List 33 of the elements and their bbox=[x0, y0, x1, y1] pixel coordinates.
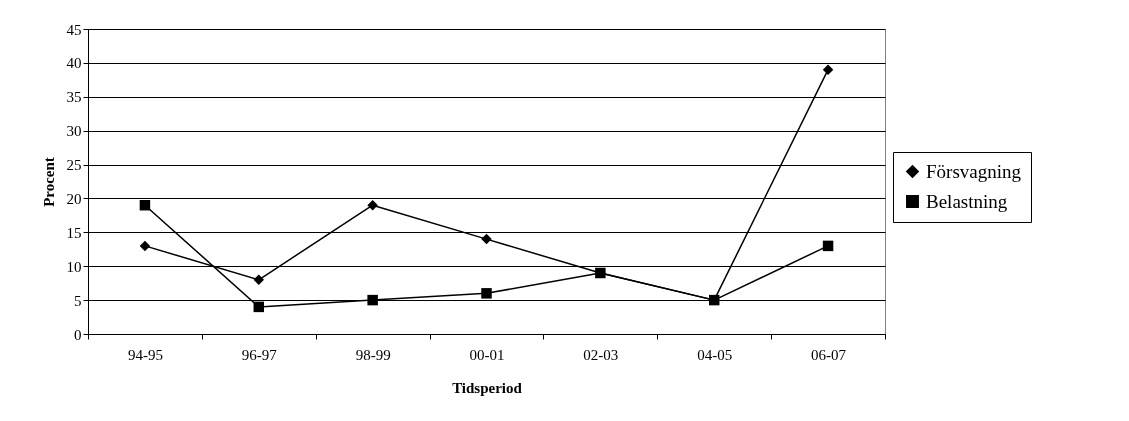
point bbox=[595, 267, 606, 279]
point bbox=[139, 240, 151, 252]
y-tick-label: 35 bbox=[66, 89, 82, 106]
x-tick-label: 96-97 bbox=[241, 346, 278, 363]
x-tick-label: 94-95 bbox=[127, 346, 163, 363]
x-tick-label: 00-01 bbox=[469, 346, 505, 363]
y-tick-label: 20 bbox=[66, 190, 82, 207]
point bbox=[481, 288, 492, 299]
y-tick-label: 45 bbox=[66, 21, 82, 38]
point bbox=[253, 301, 265, 313]
y-axis-title: Procent bbox=[40, 157, 57, 207]
y-tick-label: 15 bbox=[66, 224, 82, 241]
y-tick-label: 40 bbox=[66, 55, 82, 72]
legend-label: Försvagning bbox=[926, 160, 1022, 182]
point bbox=[822, 240, 834, 252]
y-tick-label: 5 bbox=[74, 292, 82, 309]
y-tick-label: 25 bbox=[66, 157, 82, 174]
legend-label: Belastning bbox=[926, 190, 1008, 212]
x-tick-label: 04-05 bbox=[697, 346, 733, 363]
point bbox=[367, 199, 378, 211]
point bbox=[481, 233, 492, 245]
y-tick-label: 10 bbox=[66, 258, 82, 275]
y-tick-label: 0 bbox=[74, 326, 82, 343]
point bbox=[253, 274, 265, 286]
x-axis-title: Tidsperiod bbox=[452, 379, 523, 396]
x-tick-label: 02-03 bbox=[583, 346, 619, 363]
x-tick-label: 98-99 bbox=[355, 346, 391, 363]
point bbox=[708, 294, 720, 306]
point bbox=[367, 294, 378, 306]
point bbox=[822, 64, 834, 75]
x-tick-label: 06-07 bbox=[811, 346, 847, 363]
point bbox=[139, 199, 151, 211]
y-tick-label: 30 bbox=[66, 123, 82, 140]
